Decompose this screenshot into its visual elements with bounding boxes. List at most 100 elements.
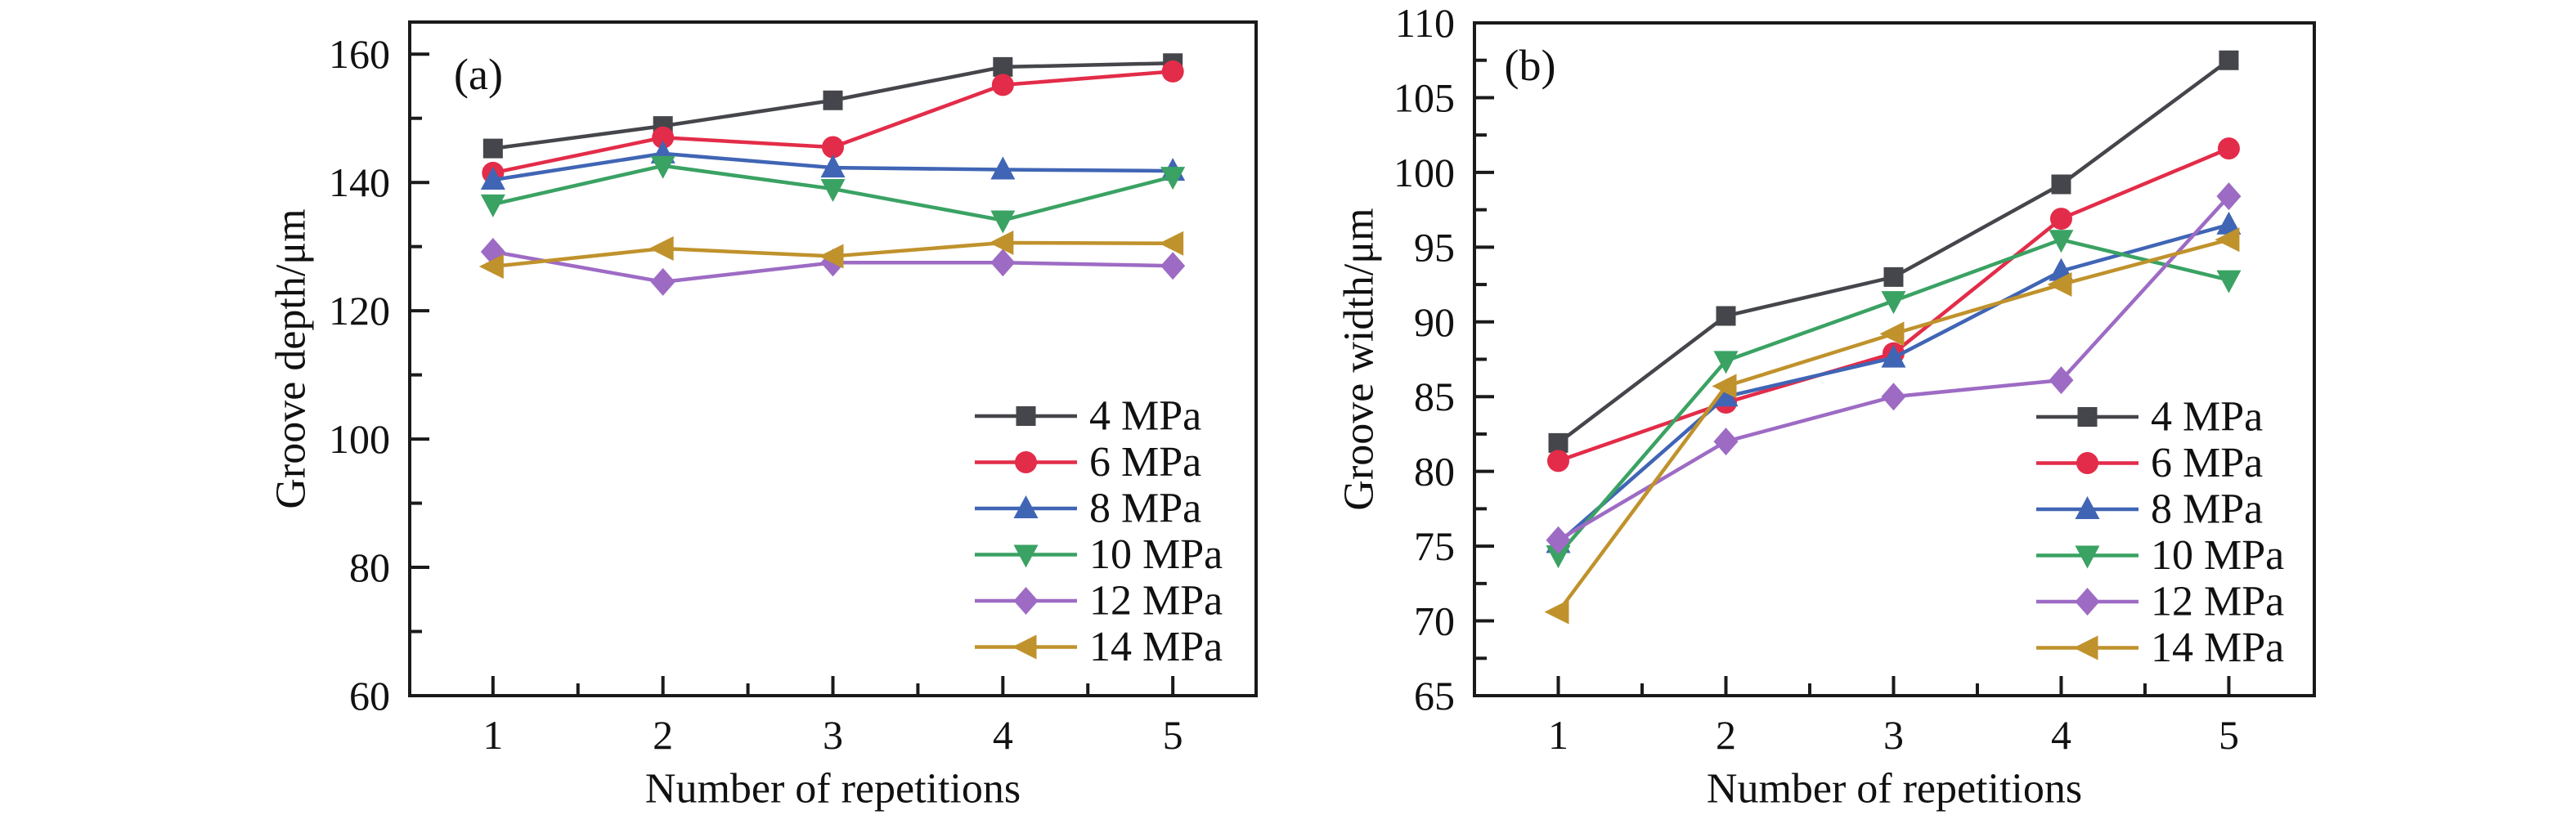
data-point-10-mpa — [2049, 230, 2074, 253]
y-tick-label: 90 — [1414, 299, 1455, 345]
legend-marker-12-mpa — [2075, 588, 2100, 616]
series-4-mpa — [1548, 50, 2239, 453]
data-point-12-mpa — [2049, 366, 2074, 395]
panel-label: (b) — [1505, 41, 1556, 90]
data-point-6-mpa — [1161, 60, 1184, 83]
data-point-14-mpa — [648, 236, 674, 262]
y-tick-label: 75 — [1414, 523, 1455, 569]
data-point-14-mpa — [1712, 374, 1737, 399]
data-point-10-mpa — [1546, 545, 1571, 569]
legend-marker-8-mpa — [1013, 495, 1039, 518]
data-point-4-mpa — [1883, 266, 1904, 287]
data-point-10-mpa — [990, 210, 1016, 234]
x-axis-title: Number of repetitions — [645, 766, 1021, 813]
data-point-14-mpa — [819, 244, 844, 269]
y-tick-label: 110 — [1395, 0, 1455, 46]
x-tick-label: 5 — [2219, 712, 2239, 758]
y-tick-label: 100 — [1393, 150, 1455, 195]
chart-panel-a: 60 80 100 120 140 160 1 2 3 4 5 Number of repetitio… — [268, 20, 1258, 813]
series-10-mpa — [1546, 230, 2242, 569]
data-point-10-mpa — [480, 194, 505, 217]
y-tick-label: 65 — [1414, 673, 1455, 719]
data-point-8-mpa — [1881, 344, 1906, 368]
data-point-14-mpa — [2215, 227, 2240, 253]
data-point-14-mpa — [478, 253, 504, 279]
data-point-14-mpa — [1879, 321, 1905, 347]
x-tick-label: 5 — [1163, 712, 1183, 758]
data-point-12-mpa — [1713, 428, 1739, 456]
y-tick-label: 140 — [329, 159, 390, 205]
legend-label-12-mpa: 12 MPa — [2151, 579, 2284, 625]
legend-label-4-mpa: 4 MPa — [1089, 393, 1201, 440]
series-6-mpa — [482, 60, 1184, 184]
series-12-mpa — [1546, 182, 2242, 554]
y-tick-label: 160 — [329, 31, 390, 77]
x-tick-label: 2 — [653, 712, 673, 758]
legend-label-4-mpa: 4 MPa — [2151, 394, 2263, 441]
data-point-14-mpa — [989, 230, 1014, 255]
y-tick-label: 95 — [1414, 224, 1455, 270]
data-point-8-mpa — [820, 154, 846, 178]
data-point-6-mpa — [2217, 137, 2240, 160]
data-point-12-mpa — [1160, 252, 1186, 280]
data-point-4-mpa — [482, 138, 503, 159]
legend-label-14-mpa: 14 MPa — [1089, 624, 1223, 670]
series-6-mpa — [1546, 137, 2240, 472]
data-point-8-mpa — [990, 156, 1016, 180]
x-tick-label: 4 — [2051, 712, 2071, 758]
data-point-14-mpa — [1159, 231, 1184, 256]
y-tick-label: 80 — [349, 544, 390, 590]
legend-item-14-mpa: 14 MPa — [2036, 625, 2284, 671]
legend-label-10-mpa: 10 MPa — [2151, 532, 2284, 579]
data-point-6-mpa — [2049, 208, 2072, 231]
y-tick-label: 85 — [1414, 374, 1455, 419]
data-point-10-mpa — [1713, 351, 1739, 374]
legend-marker-14-mpa — [1012, 634, 1037, 660]
data-point-4-mpa — [2219, 50, 2239, 70]
series-14-mpa — [1544, 227, 2240, 625]
data-point-14-mpa — [2047, 272, 2072, 298]
data-point-4-mpa — [993, 56, 1013, 77]
legend-label-8-mpa: 8 MPa — [1089, 486, 1201, 532]
x-tick-label: 2 — [1716, 712, 1736, 758]
data-point-12-mpa — [650, 267, 675, 296]
legend-label-14-mpa: 14 MPa — [2151, 625, 2284, 671]
y-axis-title: Groove width/μm — [1336, 208, 1383, 510]
data-point-6-mpa — [991, 74, 1014, 96]
data-point-12-mpa — [1546, 526, 1571, 554]
data-point-8-mpa — [1713, 383, 1739, 407]
plot-frame — [408, 20, 1258, 697]
x-tick-label: 3 — [823, 712, 843, 758]
legend-label-10-mpa: 10 MPa — [1089, 531, 1223, 578]
data-point-10-mpa — [650, 155, 675, 179]
data-point-6-mpa — [1546, 450, 1569, 472]
y-tick-label: 60 — [349, 673, 390, 719]
data-point-10-mpa — [820, 179, 846, 203]
legend-item-14-mpa: 14 MPa — [975, 624, 1223, 670]
data-point-4-mpa — [823, 90, 843, 110]
legend-marker-4-mpa — [2077, 407, 2098, 427]
y-tick-label: 120 — [329, 288, 390, 334]
data-point-10-mpa — [1881, 291, 1906, 315]
data-point-4-mpa — [2051, 174, 2071, 195]
data-point-4-mpa — [1548, 432, 1568, 453]
legend-item-8-mpa: 8 MPa — [2036, 486, 2263, 533]
data-point-8-mpa — [2216, 211, 2242, 235]
legend-item-6-mpa: 6 MPa — [975, 439, 1201, 486]
x-tick-label: 4 — [993, 712, 1013, 758]
chart-panel-b: 65 70 75 80 85 90 95 100 105 110 1 2 3 4 5 Number of re… — [1336, 0, 2316, 813]
plot-frame — [1473, 21, 2316, 697]
x-tick-label: 1 — [1548, 712, 1568, 758]
legend-label-8-mpa: 8 MPa — [2151, 486, 2263, 533]
data-point-8-mpa — [480, 167, 505, 190]
series-12-mpa — [480, 237, 1186, 296]
series-14-mpa — [478, 230, 1184, 279]
y-tick-label: 80 — [1414, 449, 1455, 495]
data-point-14-mpa — [1544, 599, 1569, 625]
legend-marker-10-mpa — [1013, 544, 1039, 568]
y-tick-label: 70 — [1414, 598, 1455, 644]
legend-item-8-mpa: 8 MPa — [975, 486, 1201, 532]
